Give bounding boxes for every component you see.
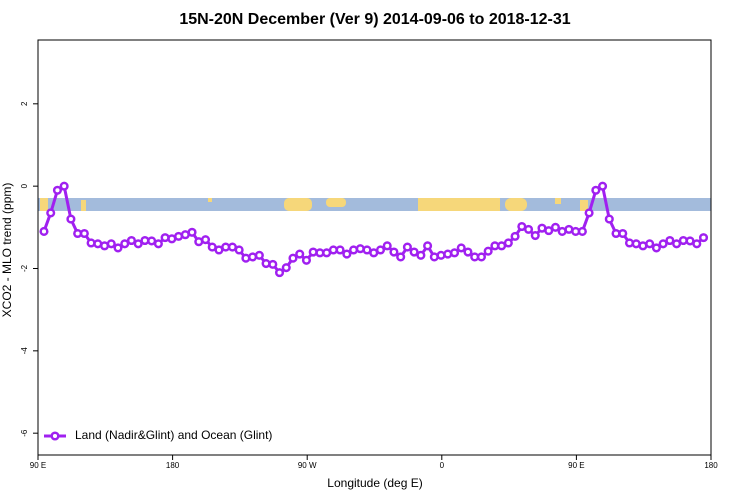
point <box>288 253 298 263</box>
land-patch <box>40 198 48 211</box>
point <box>133 239 143 249</box>
x-tick-label: 180 <box>704 461 718 470</box>
point <box>449 248 460 258</box>
point <box>591 185 601 195</box>
point <box>274 268 285 278</box>
land-patch <box>505 198 527 211</box>
point <box>598 181 608 191</box>
point <box>126 235 137 246</box>
point <box>402 242 412 252</box>
point <box>52 185 62 195</box>
land-patch <box>580 200 588 211</box>
point <box>409 247 419 257</box>
y-tick-label: -4 <box>20 347 29 355</box>
point <box>382 241 392 251</box>
point <box>375 245 386 255</box>
point <box>523 224 534 234</box>
x-tick-label: 90 E <box>568 461 584 470</box>
x-tick-label: 90 E <box>30 461 46 470</box>
chart-title: 15N-20N December (Ver 9) 2014-09-06 to 2… <box>179 11 570 28</box>
y-tick-label: -2 <box>20 264 29 272</box>
x-tick-label: 0 <box>440 461 445 470</box>
y-axis-label: XCO2 - MLO trend (ppm) <box>0 183 14 318</box>
point <box>39 226 49 236</box>
land-patch <box>326 198 346 207</box>
point <box>389 247 399 257</box>
point <box>463 247 473 257</box>
point <box>234 245 244 255</box>
point <box>66 214 76 224</box>
point <box>46 208 56 218</box>
x-axis-label: Longitude (deg E) <box>327 476 422 490</box>
land-patch <box>555 198 561 204</box>
point <box>665 235 675 246</box>
point <box>645 239 655 249</box>
point <box>483 246 493 256</box>
y-tick-label: 0 <box>20 183 29 188</box>
point <box>692 239 702 249</box>
ocean-band <box>38 198 711 211</box>
point <box>550 222 561 232</box>
point <box>268 259 278 269</box>
point <box>476 252 486 262</box>
point <box>604 214 614 224</box>
point <box>658 239 668 249</box>
land-patch <box>284 198 312 211</box>
land-ocean-band <box>38 198 711 211</box>
legend-label: Land (Nadir&Glint) and Ocean (Glint) <box>75 428 272 442</box>
point <box>584 208 594 218</box>
point <box>301 255 312 265</box>
land-patch <box>81 200 86 211</box>
point <box>342 249 352 259</box>
point <box>618 228 628 239</box>
y-tick-label: -6 <box>20 429 29 437</box>
point <box>153 239 163 249</box>
point <box>295 249 305 259</box>
point <box>254 250 264 260</box>
point <box>113 243 123 253</box>
point <box>120 239 130 249</box>
point <box>544 226 554 236</box>
x-tick-label: 180 <box>166 461 180 470</box>
point <box>672 239 682 249</box>
point <box>416 250 426 260</box>
point <box>510 231 520 241</box>
point <box>187 227 197 237</box>
point <box>200 235 211 245</box>
plot-frame <box>37 39 712 456</box>
point <box>79 228 89 239</box>
point <box>577 226 587 236</box>
point <box>530 231 540 241</box>
point <box>106 239 116 249</box>
legend-marker <box>50 431 60 441</box>
x-tick-label: 90 W <box>298 461 317 470</box>
y-tick-label: 2 <box>20 101 29 106</box>
point <box>651 243 661 253</box>
land-patch <box>208 198 212 202</box>
point <box>281 263 291 273</box>
point <box>59 181 69 191</box>
point <box>456 243 466 253</box>
point <box>396 252 406 262</box>
point <box>335 245 345 255</box>
land-patch <box>418 198 500 211</box>
point <box>698 233 709 243</box>
point <box>423 241 433 251</box>
point <box>503 238 513 248</box>
